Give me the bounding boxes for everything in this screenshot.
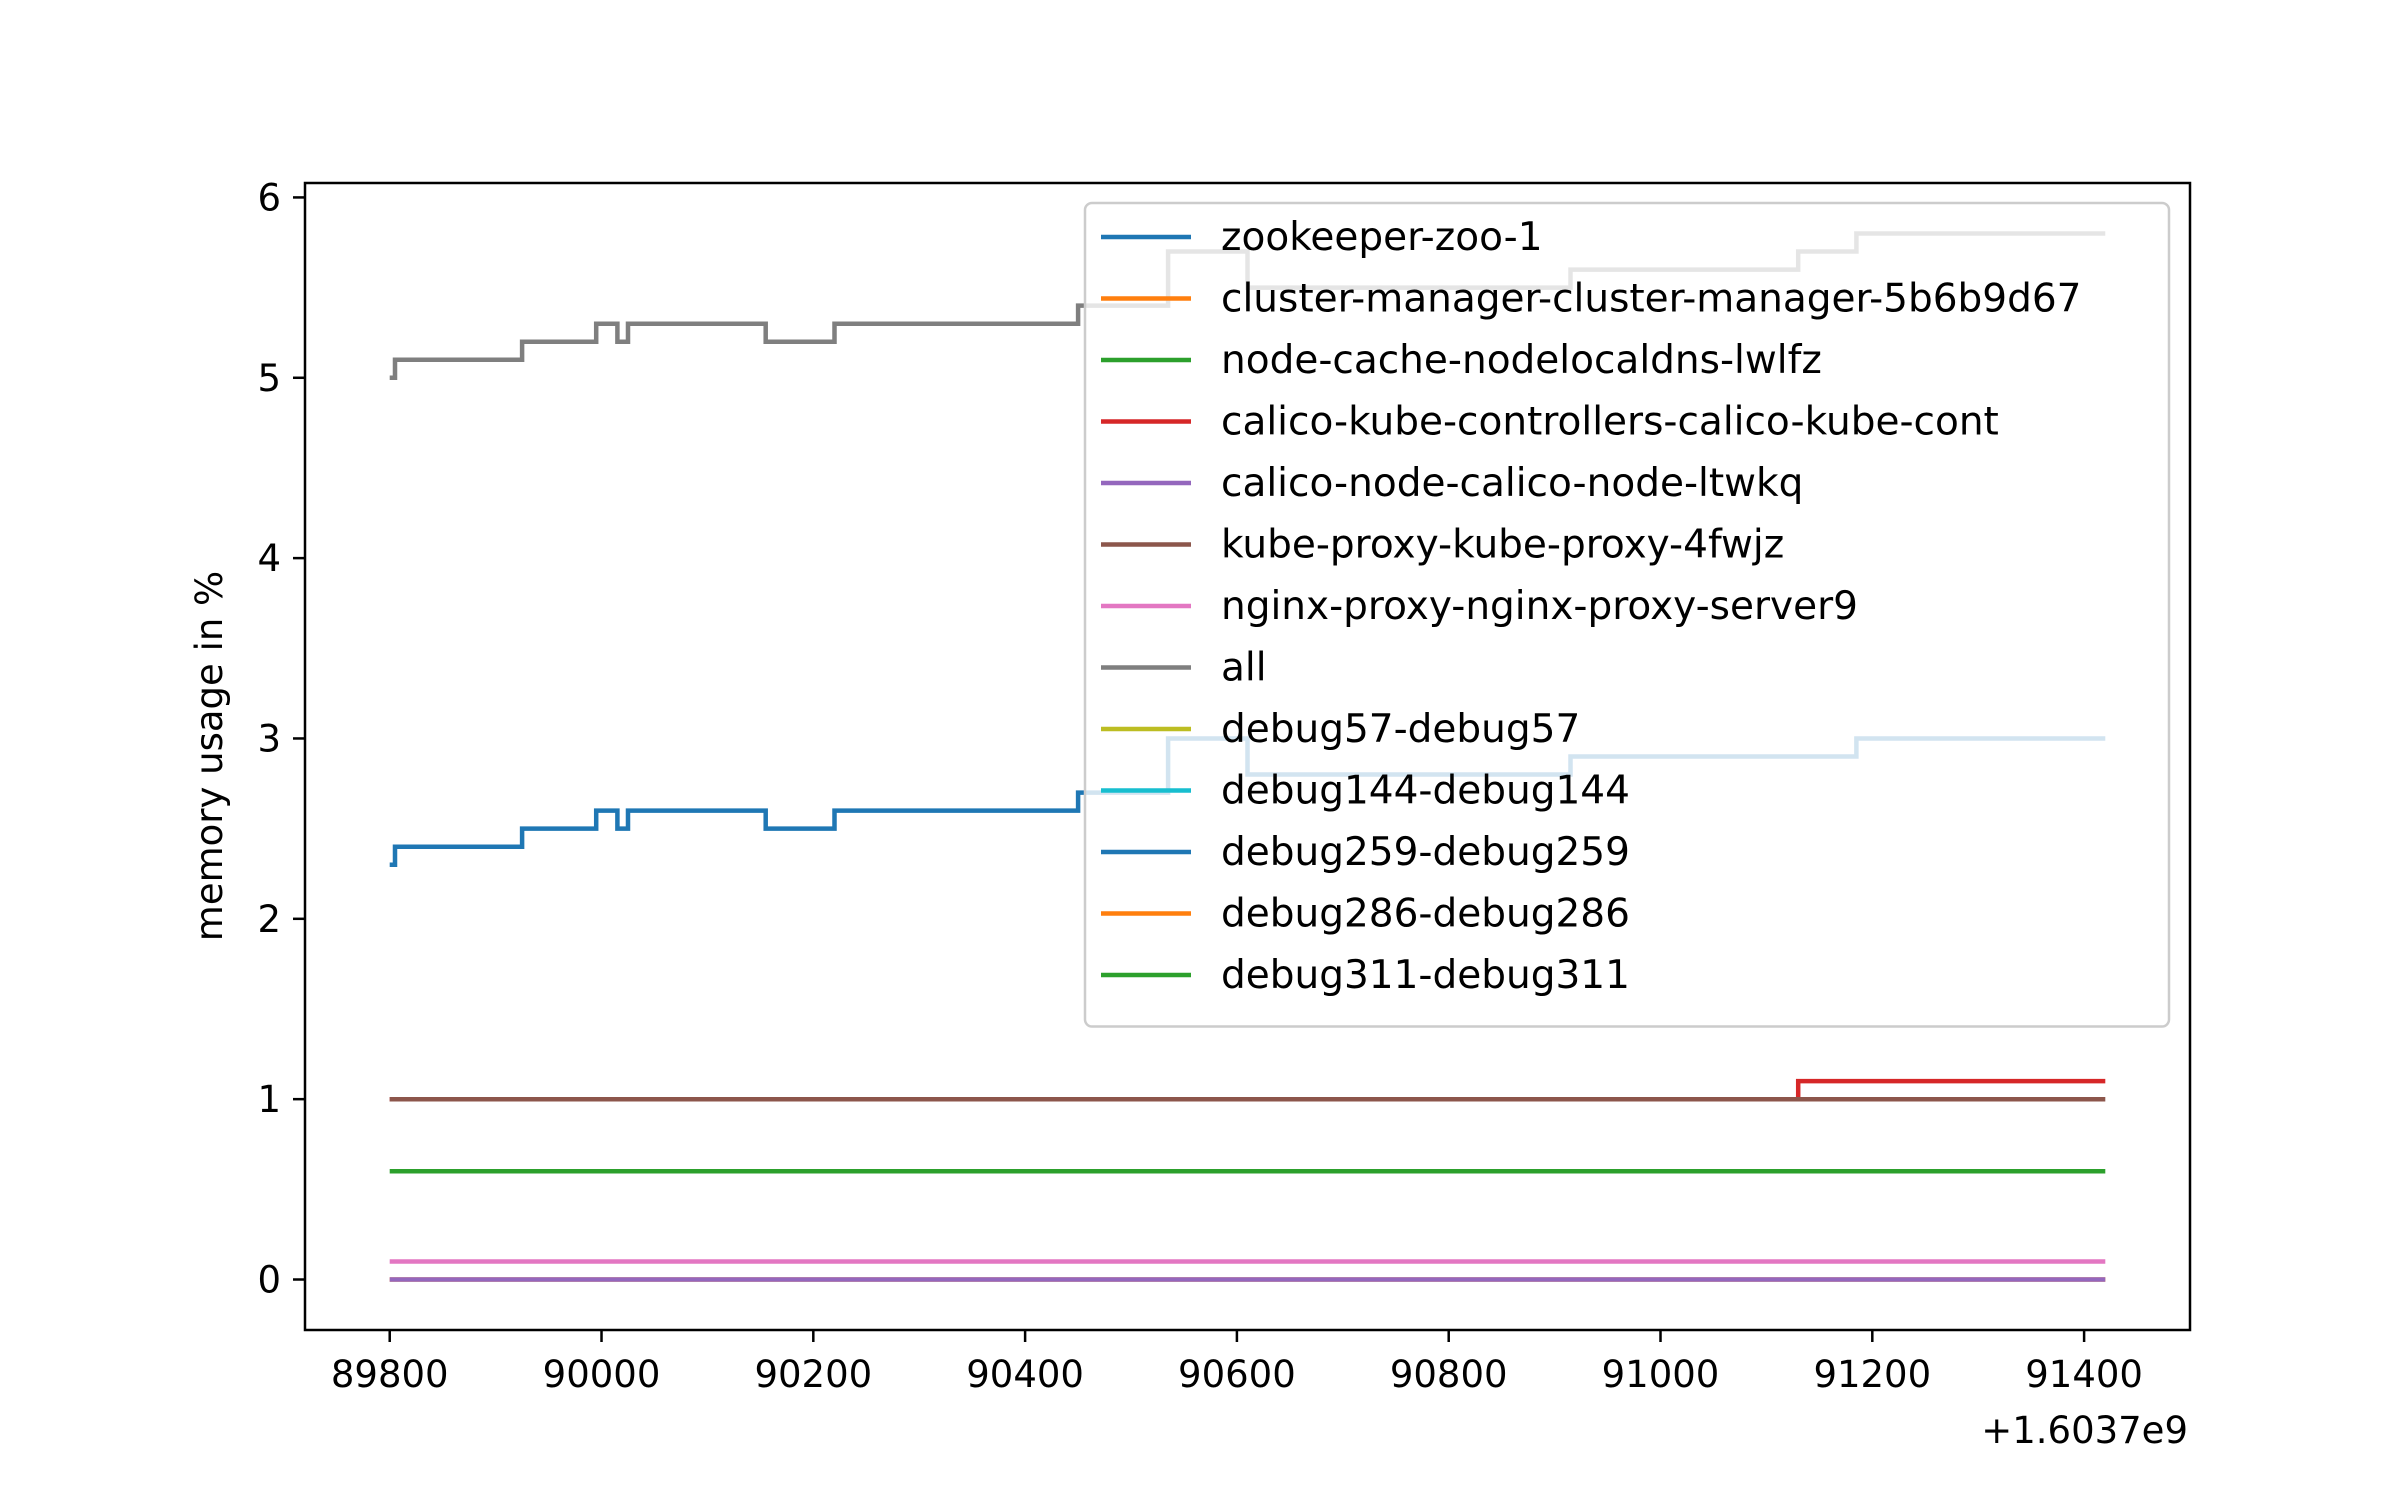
x-axis: 89800 90000 90200 90400 90600 90800 91000 91200… <box>331 1330 2143 1396</box>
legend-label-10: debug259-debug259 <box>1221 830 1630 875</box>
legend-label-11: debug286-debug286 <box>1221 892 1630 937</box>
x-tick-label-0: 89800 <box>331 1353 449 1396</box>
y-tick-label-6: 6 <box>257 176 281 219</box>
legend-label-5: kube-proxy-kube-proxy-4fwjz <box>1221 523 1784 568</box>
y-tick-label-0: 0 <box>257 1259 281 1302</box>
y-axis-label: memory usage in % <box>188 571 231 941</box>
y-tick-label-4: 4 <box>257 537 281 580</box>
legend-label-9: debug144-debug144 <box>1221 769 1630 814</box>
y-tick-label-2: 2 <box>257 898 281 941</box>
x-tick-label-3: 90400 <box>966 1353 1084 1396</box>
series-line-3 <box>389 1078 2106 1102</box>
x-tick-label-2: 90200 <box>754 1353 872 1396</box>
x-tick-label-6: 91000 <box>1602 1353 1720 1396</box>
legend-label-6: nginx-proxy-nginx-proxy-server9 <box>1221 584 1858 629</box>
legend-label-3: calico-kube-controllers-calico-kube-cont <box>1221 400 1999 445</box>
legend-label-2: node-cache-nodelocaldns-lwlfz <box>1221 338 1822 383</box>
x-tick-label-4: 90600 <box>1178 1353 1296 1396</box>
legend-label-1: cluster-manager-cluster-manager-5b6b9d67 <box>1221 277 2082 322</box>
y-axis: 0 1 2 3 4 5 6 <box>257 176 305 1302</box>
x-axis-offset-label: +1.6037e9 <box>1981 1409 2188 1452</box>
legend-label-7: all <box>1221 646 1267 691</box>
legend-box <box>1083 201 2171 1028</box>
legend-label-8: debug57-debug57 <box>1221 707 1580 752</box>
y-tick-label-5: 5 <box>257 357 281 400</box>
x-tick-label-1: 90000 <box>543 1353 661 1396</box>
x-tick-label-5: 90800 <box>1390 1353 1508 1396</box>
legend-label-4: calico-node-calico-node-ltwkq <box>1221 461 1803 506</box>
y-tick-label-1: 1 <box>257 1078 281 1121</box>
y-tick-label-3: 3 <box>257 717 281 760</box>
plot-frame <box>303 181 2192 1332</box>
x-tick-label-7: 91200 <box>1813 1353 1931 1396</box>
legend-label-12: debug311-debug311 <box>1221 953 1630 998</box>
legend-label-0: zookeeper-zoo-1 <box>1221 215 1543 260</box>
x-tick-label-8: 91400 <box>2025 1353 2143 1396</box>
plot-lines <box>389 231 2106 1282</box>
legend: zookeeper-zoo-1 cluster-manager-cluster-m… <box>1083 201 2171 1028</box>
